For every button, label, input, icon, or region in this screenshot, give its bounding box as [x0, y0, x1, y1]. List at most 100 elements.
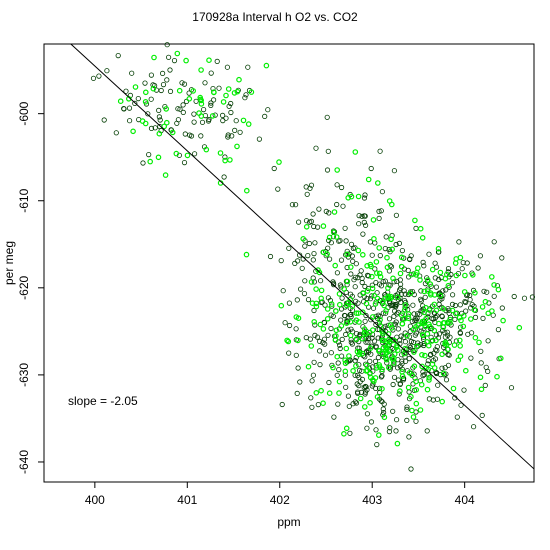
- data-point-green: [341, 430, 347, 437]
- data-point-dark: [335, 360, 341, 366]
- data-point-green: [375, 432, 382, 438]
- data-point-dark: [164, 42, 170, 48]
- data-point-green: [376, 270, 383, 277]
- data-point-dark: [485, 338, 491, 344]
- data-point-green: [225, 86, 232, 92]
- data-point-dark: [384, 360, 390, 366]
- data-point-dark: [372, 358, 379, 364]
- data-point-green: [355, 247, 362, 254]
- data-point-dark: [148, 125, 155, 131]
- data-point-dark: [468, 355, 474, 361]
- data-point-dark: [377, 148, 383, 154]
- data-point-green: [347, 296, 354, 303]
- data-point-green: [455, 357, 462, 364]
- data-point-dark: [140, 160, 146, 166]
- data-point-dark: [393, 428, 399, 434]
- data-point-green: [382, 295, 388, 302]
- data-point-green: [397, 388, 403, 394]
- data-point-dark: [275, 186, 281, 192]
- data-point-green: [462, 367, 469, 374]
- data-point-dark: [449, 301, 456, 307]
- data-point-dark: [404, 404, 410, 410]
- data-point-dark: [464, 260, 470, 266]
- data-point-green: [413, 386, 420, 393]
- data-point-dark: [373, 279, 379, 286]
- data-point-green: [344, 278, 351, 285]
- data-point-green: [409, 407, 415, 414]
- data-point-green: [341, 286, 348, 292]
- data-point-dark: [364, 387, 370, 393]
- data-point-dark: [421, 342, 427, 349]
- data-point-green: [369, 314, 376, 320]
- data-point-green: [343, 345, 350, 352]
- data-point-dark: [352, 284, 358, 290]
- data-point-green: [183, 57, 189, 64]
- data-point-green: [426, 374, 433, 381]
- data-point-dark: [391, 313, 397, 319]
- data-point-dark: [499, 305, 505, 311]
- data-point-dark: [148, 96, 154, 102]
- data-point-green: [377, 364, 383, 370]
- data-point-green: [198, 67, 204, 73]
- data-point-dark: [375, 312, 381, 318]
- data-point-dark: [340, 203, 346, 209]
- data-point-dark: [226, 103, 232, 109]
- data-point-dark: [312, 240, 318, 246]
- data-point-green: [367, 370, 373, 377]
- data-point-green: [516, 324, 523, 331]
- data-point-dark: [395, 326, 401, 332]
- data-point-dark: [334, 372, 340, 378]
- data-point-dark: [362, 283, 368, 290]
- data-point-dark: [435, 249, 442, 255]
- data-point-dark: [369, 335, 375, 341]
- data-point-dark: [398, 291, 404, 297]
- data-point-dark: [350, 401, 356, 407]
- data-point-dark: [471, 303, 477, 309]
- data-point-green: [422, 352, 428, 359]
- data-point-green: [388, 201, 395, 208]
- data-point-green: [308, 343, 315, 349]
- data-point-green: [421, 309, 428, 316]
- data-point-green: [391, 351, 398, 357]
- data-point-dark: [352, 274, 358, 280]
- data-point-green: [390, 275, 396, 282]
- data-point-dark: [397, 381, 403, 387]
- y-tick-label: -620: [17, 275, 31, 299]
- data-point-green: [234, 88, 241, 95]
- data-point-green: [425, 342, 432, 349]
- data-point-dark: [331, 414, 337, 420]
- data-point-green: [190, 88, 197, 94]
- data-point-dark: [297, 286, 304, 292]
- data-point-dark: [317, 361, 323, 368]
- data-point-dark: [348, 339, 354, 345]
- data-point-dark: [454, 414, 460, 420]
- data-point-green: [320, 223, 327, 229]
- data-point-green: [227, 157, 233, 163]
- data-point-dark: [303, 334, 309, 341]
- data-point-green: [374, 394, 381, 400]
- data-point-dark: [346, 403, 352, 409]
- data-point-dark: [443, 377, 450, 383]
- data-point-dark: [508, 385, 515, 391]
- data-point-green: [381, 302, 387, 309]
- data-point-green: [186, 96, 193, 102]
- data-point-green: [344, 251, 350, 258]
- data-point-dark: [127, 118, 133, 124]
- data-point-dark: [467, 297, 473, 303]
- data-point-green: [320, 326, 327, 332]
- data-point-green: [388, 325, 395, 331]
- data-point-green: [377, 317, 383, 323]
- y-tick-label: -610: [17, 188, 31, 212]
- data-point-green: [450, 385, 457, 392]
- data-point-dark: [325, 148, 331, 154]
- data-point-dark: [309, 404, 315, 410]
- data-point-dark: [175, 106, 181, 112]
- data-point-green: [377, 273, 384, 280]
- data-point-green: [308, 279, 315, 285]
- data-point-green: [320, 249, 327, 256]
- data-point-green: [374, 295, 381, 302]
- data-point-green: [184, 152, 191, 159]
- data-point-green: [453, 272, 460, 279]
- data-point-dark: [156, 114, 162, 120]
- data-point-green: [328, 301, 335, 307]
